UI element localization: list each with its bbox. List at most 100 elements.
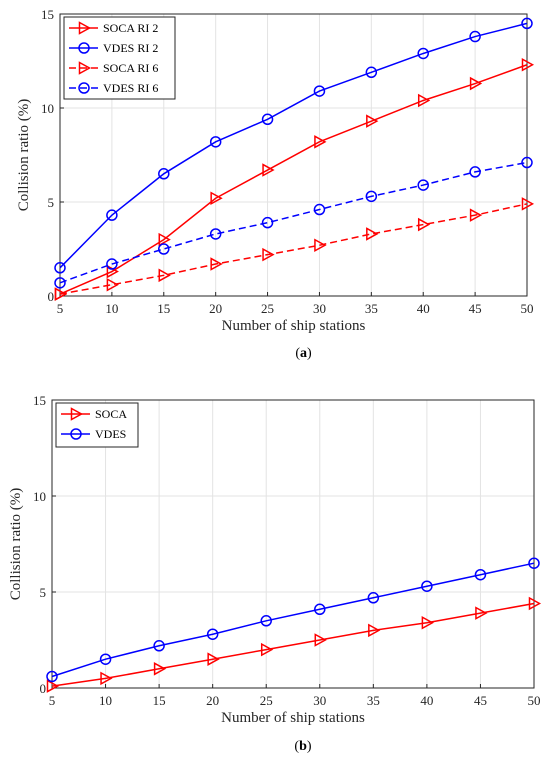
legend-box <box>55 402 139 448</box>
y-axis-label: Collision ratio (%) <box>16 99 32 212</box>
data-point <box>158 268 171 283</box>
y-tick-label: 15 <box>33 393 46 408</box>
data-point <box>54 277 66 289</box>
x-tick-label: 20 <box>209 301 222 316</box>
data-point <box>366 227 379 241</box>
legend-label: VDES RI 2 <box>103 41 158 55</box>
x-tick-label: 30 <box>313 693 326 708</box>
data-point <box>469 208 483 222</box>
x-tick-label: 5 <box>49 693 56 708</box>
x-tick-label: 20 <box>206 693 219 708</box>
panel-label-open: ( <box>295 346 300 361</box>
data-point <box>469 30 481 43</box>
data-point <box>210 191 223 206</box>
data-point <box>366 114 379 128</box>
y-axis-label: Collision ratio (%) <box>8 488 24 601</box>
x-axis-label: Number of ship stations <box>221 710 365 726</box>
data-point <box>153 640 165 652</box>
data-point <box>475 606 488 620</box>
x-tick-label: 30 <box>313 301 326 316</box>
data-point <box>313 85 326 97</box>
x-tick-label: 35 <box>365 301 378 316</box>
x-tick-label: 50 <box>528 693 541 708</box>
data-point <box>99 653 112 665</box>
data-point <box>260 642 274 657</box>
panel-label-letter: b <box>299 739 307 754</box>
legend-swatch-marker <box>78 42 90 54</box>
x-tick-label: 45 <box>469 301 482 316</box>
data-point <box>469 76 483 91</box>
series-soca-ri-6 <box>54 197 535 301</box>
data-point <box>209 136 222 148</box>
data-point <box>46 670 58 683</box>
series-line <box>59 161 528 284</box>
data-point <box>106 277 119 292</box>
legend-label: SOCA <box>95 407 127 421</box>
data-point <box>368 623 381 638</box>
legend-box <box>63 16 176 100</box>
legend-swatch-marker <box>78 61 92 75</box>
data-point <box>417 93 431 108</box>
x-tick-label: 10 <box>105 301 118 316</box>
data-point <box>209 228 222 240</box>
x-tick-label: 35 <box>367 693 380 708</box>
legend: SOCA VDES <box>55 402 139 448</box>
x-tick-label: 45 <box>474 693 487 708</box>
data-point <box>54 287 68 301</box>
x-tick-label: 50 <box>521 301 534 316</box>
axes-box <box>59 13 528 297</box>
data-point <box>260 615 272 627</box>
data-point <box>106 209 118 221</box>
legend-swatch-marker <box>70 407 84 421</box>
data-point <box>367 592 380 604</box>
data-point <box>528 596 542 611</box>
panel-label-letter: a <box>300 346 307 361</box>
data-point <box>417 47 429 60</box>
data-point <box>153 662 167 676</box>
legend: SOCA RI 2 VDES RI 2 SOCA RI 6 VDES RI 6 <box>63 16 176 100</box>
data-point <box>210 257 223 271</box>
x-tick-label: 40 <box>420 693 433 708</box>
data-point <box>314 603 326 616</box>
series-line <box>59 64 528 295</box>
series-line <box>51 562 535 678</box>
legend-swatch-marker <box>70 428 82 440</box>
data-point <box>261 113 274 126</box>
data-point <box>313 203 326 216</box>
legend-label: SOCA RI 6 <box>103 61 158 75</box>
data-point <box>206 628 219 640</box>
legend-label: VDES RI 6 <box>103 81 158 95</box>
series-vdes <box>46 557 540 683</box>
series-soca <box>46 596 542 693</box>
series-line <box>59 22 528 269</box>
data-point <box>46 679 60 693</box>
data-point <box>207 652 220 666</box>
y-tick-label: 0 <box>40 681 47 696</box>
data-point <box>100 671 113 686</box>
data-point <box>158 168 170 180</box>
x-tick-label: 10 <box>99 693 112 708</box>
data-point <box>261 216 274 229</box>
x-tick-label: 40 <box>417 301 430 316</box>
legend-swatch-marker <box>78 82 90 94</box>
legend-label: SOCA RI 2 <box>103 21 158 35</box>
data-point <box>528 557 540 569</box>
data-point <box>314 135 327 149</box>
panel-label-close: ) <box>307 739 312 754</box>
axes-box <box>51 399 535 689</box>
data-point <box>365 66 378 79</box>
x-tick-label: 5 <box>57 301 64 316</box>
legend-label: VDES <box>95 427 126 441</box>
y-tick-label: 0 <box>48 289 55 304</box>
panel-label-close: ) <box>307 346 312 361</box>
data-point <box>417 179 429 191</box>
x-axis-label: Number of ship stations <box>222 318 366 334</box>
plot-area <box>52 400 534 688</box>
data-point <box>314 633 327 647</box>
data-point <box>521 156 533 169</box>
data-point <box>158 243 170 255</box>
data-point <box>521 57 535 72</box>
